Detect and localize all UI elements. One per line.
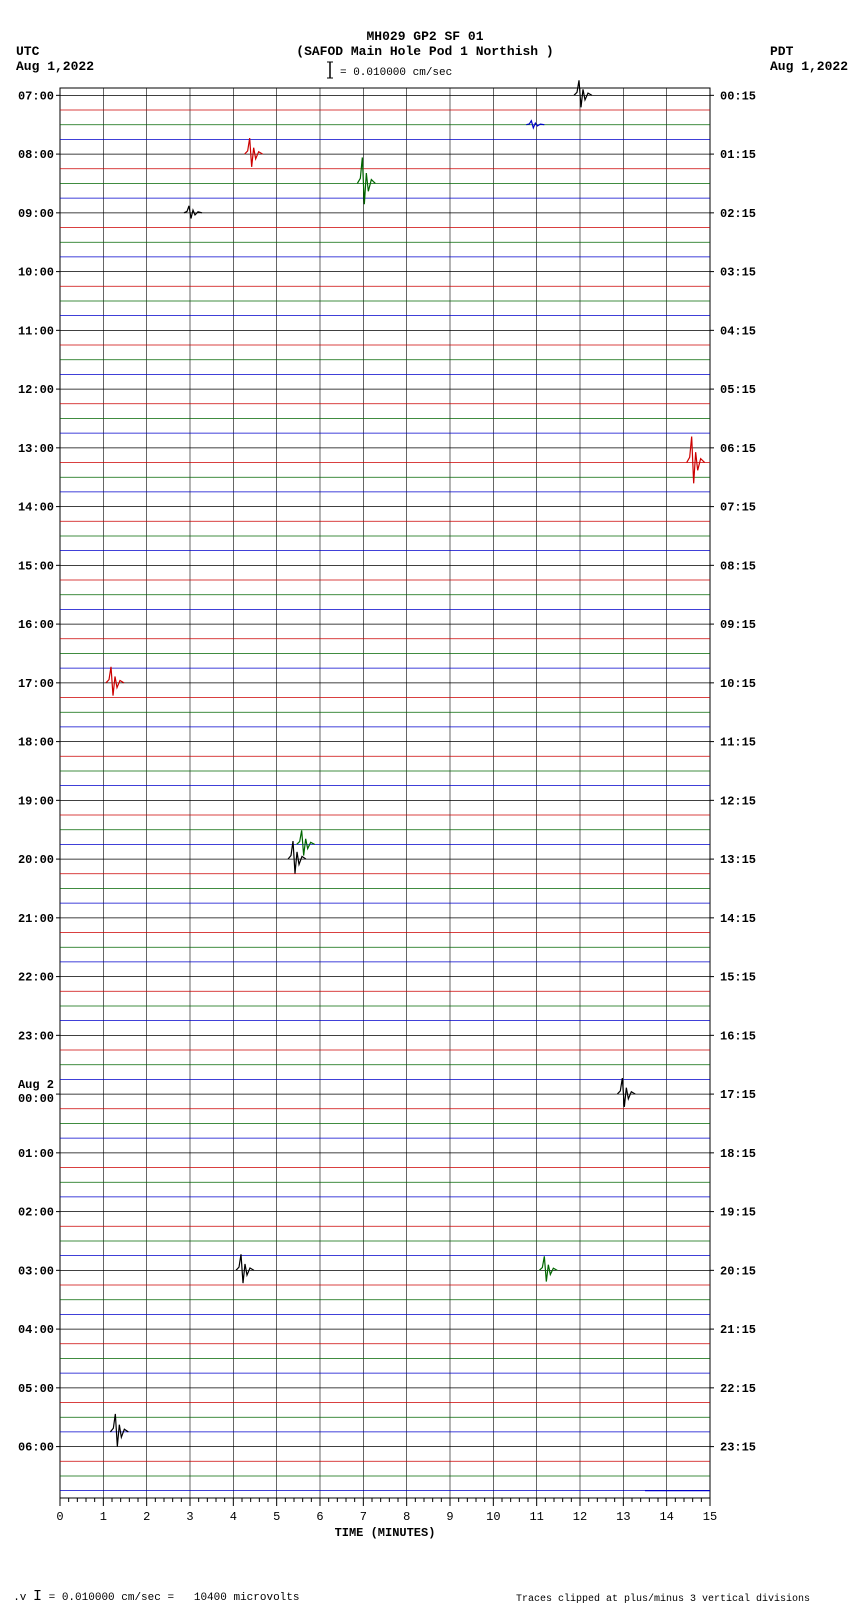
svg-text:11:00: 11:00 bbox=[18, 324, 54, 338]
svg-text:08:15: 08:15 bbox=[720, 559, 756, 573]
svg-text:03:00: 03:00 bbox=[18, 1264, 54, 1278]
svg-text:05:00: 05:00 bbox=[18, 1382, 54, 1396]
svg-text:12: 12 bbox=[573, 1510, 587, 1524]
svg-text:7: 7 bbox=[360, 1510, 367, 1524]
svg-text:12:15: 12:15 bbox=[720, 794, 756, 808]
svg-text:04:15: 04:15 bbox=[720, 324, 756, 338]
svg-text:MH029 GP2 SF 01: MH029 GP2 SF 01 bbox=[366, 29, 483, 44]
svg-text:02:00: 02:00 bbox=[18, 1206, 54, 1220]
svg-text:13:15: 13:15 bbox=[720, 853, 756, 867]
svg-text:05:15: 05:15 bbox=[720, 383, 756, 397]
svg-text:4: 4 bbox=[230, 1510, 237, 1524]
svg-text:0: 0 bbox=[56, 1510, 63, 1524]
svg-text:14:15: 14:15 bbox=[720, 912, 756, 926]
svg-text:17:15: 17:15 bbox=[720, 1088, 756, 1102]
svg-text:Aug 1,2022: Aug 1,2022 bbox=[770, 59, 848, 74]
svg-text:13: 13 bbox=[616, 1510, 630, 1524]
scale-left: .v I = 0.010000 cm/sec = 10400 microvolt… bbox=[0, 1576, 299, 1605]
svg-text:9: 9 bbox=[446, 1510, 453, 1524]
svg-text:= 0.010000 cm/sec: = 0.010000 cm/sec bbox=[340, 67, 452, 79]
svg-text:13:00: 13:00 bbox=[18, 442, 54, 456]
svg-text:16:00: 16:00 bbox=[18, 618, 54, 632]
svg-text:1: 1 bbox=[100, 1510, 107, 1524]
svg-text:20:15: 20:15 bbox=[720, 1264, 756, 1278]
svg-text:23:15: 23:15 bbox=[720, 1441, 756, 1455]
svg-text:PDT: PDT bbox=[770, 44, 794, 59]
svg-text:03:15: 03:15 bbox=[720, 266, 756, 280]
svg-text:21:00: 21:00 bbox=[18, 912, 54, 926]
svg-text:22:00: 22:00 bbox=[18, 971, 54, 985]
svg-text:09:00: 09:00 bbox=[18, 207, 54, 221]
svg-text:15: 15 bbox=[703, 1510, 717, 1524]
svg-text:8: 8 bbox=[403, 1510, 410, 1524]
svg-text:09:15: 09:15 bbox=[720, 618, 756, 632]
svg-text:14: 14 bbox=[659, 1510, 673, 1524]
svg-text:01:15: 01:15 bbox=[720, 148, 756, 162]
svg-text:01:00: 01:00 bbox=[18, 1147, 54, 1161]
svg-text:06:15: 06:15 bbox=[720, 442, 756, 456]
svg-text:00:15: 00:15 bbox=[720, 89, 756, 103]
svg-text:UTC: UTC bbox=[16, 44, 40, 59]
svg-text:5: 5 bbox=[273, 1510, 280, 1524]
svg-text:18:15: 18:15 bbox=[720, 1147, 756, 1161]
svg-text:19:00: 19:00 bbox=[18, 794, 54, 808]
svg-text:11: 11 bbox=[529, 1510, 543, 1524]
svg-text:19:15: 19:15 bbox=[720, 1206, 756, 1220]
svg-text:02:15: 02:15 bbox=[720, 207, 756, 221]
svg-text:10:15: 10:15 bbox=[720, 677, 756, 691]
svg-text:18:00: 18:00 bbox=[18, 736, 54, 750]
svg-text:08:00: 08:00 bbox=[18, 148, 54, 162]
svg-text:15:15: 15:15 bbox=[720, 971, 756, 985]
svg-text:12:00: 12:00 bbox=[18, 383, 54, 397]
svg-text:17:00: 17:00 bbox=[18, 677, 54, 691]
svg-text:14:00: 14:00 bbox=[18, 501, 54, 515]
svg-text:23:00: 23:00 bbox=[18, 1029, 54, 1043]
svg-text:06:00: 06:00 bbox=[18, 1441, 54, 1455]
svg-text:10: 10 bbox=[486, 1510, 500, 1524]
footer-note: Traces clipped at plus/minus 3 vertical … bbox=[516, 1594, 810, 1605]
svg-text:22:15: 22:15 bbox=[720, 1382, 756, 1396]
svg-text:21:15: 21:15 bbox=[720, 1323, 756, 1337]
svg-text:Aug 2: Aug 2 bbox=[18, 1078, 54, 1092]
svg-text:07:00: 07:00 bbox=[18, 89, 54, 103]
svg-text:2: 2 bbox=[143, 1510, 150, 1524]
svg-text:3: 3 bbox=[186, 1510, 193, 1524]
svg-text:00:00: 00:00 bbox=[18, 1092, 54, 1106]
svg-text:Aug 1,2022: Aug 1,2022 bbox=[16, 59, 94, 74]
svg-text:TIME (MINUTES): TIME (MINUTES) bbox=[335, 1526, 436, 1540]
svg-text:10:00: 10:00 bbox=[18, 266, 54, 280]
svg-text:11:15: 11:15 bbox=[720, 736, 756, 750]
svg-text:04:00: 04:00 bbox=[18, 1323, 54, 1337]
svg-text:07:15: 07:15 bbox=[720, 501, 756, 515]
svg-text:(SAFOD Main Hole Pod 1 Northis: (SAFOD Main Hole Pod 1 Northish ) bbox=[296, 44, 553, 59]
seismogram-chart: MH029 GP2 SF 01(SAFOD Main Hole Pod 1 No… bbox=[0, 0, 850, 1590]
svg-text:6: 6 bbox=[316, 1510, 323, 1524]
svg-text:15:00: 15:00 bbox=[18, 559, 54, 573]
svg-text:16:15: 16:15 bbox=[720, 1029, 756, 1043]
svg-text:20:00: 20:00 bbox=[18, 853, 54, 867]
